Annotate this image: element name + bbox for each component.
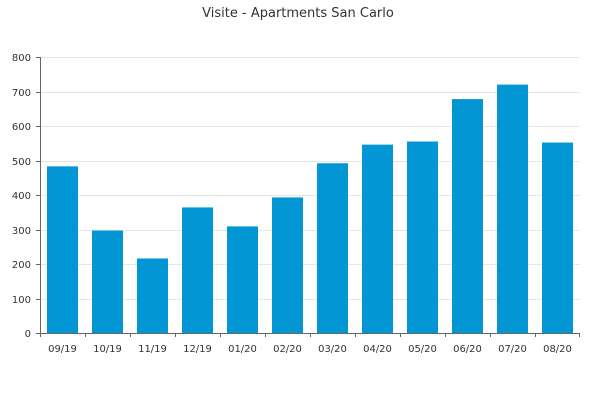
y-tick-label: 800 — [12, 53, 31, 64]
chart-title: Visite - Apartments San Carlo — [202, 6, 394, 21]
x-axis-ticks: 09/19 10/19 11/19 12/19 01/20 02/20 03/20 04/20… — [40, 333, 580, 355]
bar-12-19 — [182, 207, 213, 333]
x-tick-label: 11/19 — [138, 344, 167, 355]
x-tick-label: 12/19 — [183, 344, 212, 355]
gridlines — [40, 57, 580, 300]
x-tick-label: 02/20 — [273, 344, 302, 355]
x-tick-label: 06/20 — [453, 344, 482, 355]
y-tick-label: 300 — [12, 226, 31, 237]
bar-01-20 — [227, 226, 258, 333]
y-tick-label: 600 — [12, 122, 31, 133]
y-tick-label: 400 — [12, 191, 31, 202]
y-tick-label: 100 — [12, 295, 31, 306]
x-tick-label: 05/20 — [408, 344, 437, 355]
x-tick-label: 04/20 — [363, 344, 392, 355]
y-tick-label: 0 — [25, 329, 31, 340]
x-tick-label: 09/19 — [48, 344, 77, 355]
x-tick-label: 10/19 — [93, 344, 122, 355]
y-tick-label: 500 — [12, 157, 31, 168]
bar-06-20 — [452, 99, 483, 333]
bar-03-20 — [317, 163, 348, 333]
x-tick-label: 01/20 — [228, 344, 257, 355]
bars — [47, 84, 573, 333]
bar-05-20 — [407, 141, 438, 333]
y-axis-ticks: 0 100 200 300 400 500 600 700 800 — [12, 53, 40, 340]
bar-04-20 — [362, 144, 393, 333]
bar-07-20 — [497, 84, 528, 333]
bar-10-19 — [92, 230, 123, 333]
bar-08-20 — [542, 142, 573, 333]
x-tick-label: 03/20 — [318, 344, 347, 355]
bar-02-20 — [272, 197, 303, 333]
bar-11-19 — [137, 258, 168, 333]
bar-09-19 — [47, 166, 78, 333]
x-tick-label: 07/20 — [498, 344, 527, 355]
y-tick-label: 700 — [12, 88, 31, 99]
y-tick-label: 200 — [12, 260, 31, 271]
x-tick-label: 08/20 — [543, 344, 572, 355]
